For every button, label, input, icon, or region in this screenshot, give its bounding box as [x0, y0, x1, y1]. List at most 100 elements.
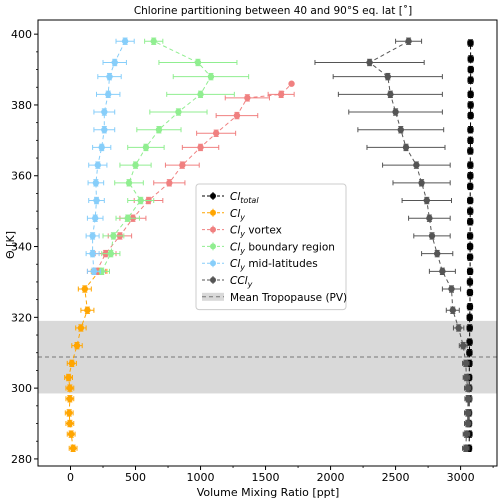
data-point-ccly [428, 232, 436, 240]
legend-label: Cly vortex [230, 225, 282, 239]
tropopause-band [38, 320, 497, 394]
data-point-cl_total [467, 66, 474, 73]
data-point-ccly [439, 268, 446, 275]
data-point-ccly [418, 179, 425, 187]
data-point-cly_midlat [92, 215, 99, 222]
legend-entry-cl_total: Cltotal [202, 191, 259, 205]
data-point-cly_midlat [106, 73, 113, 80]
legend-label: CCly [230, 275, 253, 289]
legend-entry-cly_vortex: Cly vortex [202, 225, 282, 239]
legend-label: Cltotal [230, 191, 259, 205]
data-point-cl_total [466, 289, 474, 296]
legend-label: Cly boundary region [230, 241, 335, 255]
legend-label: Cly [230, 208, 245, 222]
legend-swatch-marker [210, 209, 216, 216]
data-point-cl_total [466, 303, 474, 310]
y-tick-label: 380 [11, 99, 32, 112]
data-point-cly_vortex [288, 80, 295, 87]
data-point-ccly [449, 307, 456, 314]
data-point-cly [69, 445, 77, 452]
data-point-cly_midlat [121, 38, 129, 45]
data-point-cl_total [467, 55, 474, 63]
y-tick-label: 340 [11, 241, 32, 254]
data-point-cl_total [466, 232, 474, 240]
y-axis-label: Θ [K] [4, 231, 17, 259]
data-point-cly_midlat [111, 59, 118, 66]
data-point-cly_midlat [94, 161, 102, 169]
data-point-cly_midlat [101, 108, 108, 116]
data-point-cly [68, 360, 76, 367]
data-point-cly_midlat [105, 91, 112, 98]
data-point-cly [66, 384, 74, 392]
data-point-ccly [455, 324, 462, 332]
data-point-cly_midlat [92, 179, 100, 187]
data-point-cly_boundary [207, 73, 215, 80]
data-point-ccly [448, 285, 455, 293]
data-point-ccly [462, 445, 469, 452]
data-point-ccly [462, 360, 469, 367]
data-point-cl_total [467, 207, 474, 215]
data-point-cly [66, 395, 74, 402]
data-point-cly_boundary [175, 108, 182, 116]
data-point-ccly [463, 374, 470, 381]
series-cly_boundary [93, 37, 250, 276]
data-point-ccly [464, 395, 472, 402]
data-point-ccly [384, 73, 391, 80]
data-point-cly [67, 430, 75, 438]
legend-entry-cly_boundary: Cly boundary region [202, 241, 335, 255]
data-point-cl_total [466, 243, 474, 250]
data-point-cly [66, 420, 74, 427]
data-point-cly_boundary [150, 38, 157, 45]
data-point-ccly [464, 420, 471, 427]
x-tick-label: 2500 [382, 471, 410, 484]
series-ccly [314, 37, 472, 452]
data-point-ccly [463, 430, 470, 438]
data-point-cly_boundary [125, 179, 133, 187]
data-point-cl_total [467, 91, 474, 98]
y-tick-label: 400 [11, 28, 32, 41]
x-axis-label: Volume Mixing Ratio [ppt] [197, 486, 340, 499]
data-point-ccly [405, 38, 412, 45]
data-point-ccly [459, 342, 467, 349]
data-point-ccly [397, 126, 404, 133]
data-point-cly_boundary [107, 250, 115, 257]
chart-title: Chlorine partitioning between 40 and 90°… [134, 5, 412, 17]
y-tick-label: 300 [11, 382, 32, 395]
data-point-cly_boundary [197, 91, 204, 98]
data-point-cly [65, 374, 72, 381]
data-point-cl_total [466, 349, 473, 356]
data-point-ccly [402, 144, 410, 151]
data-point-cly [81, 285, 89, 293]
legend-swatch-marker [210, 260, 216, 267]
legend-label: Cly mid-latitudes [230, 258, 318, 272]
legend-entry-tropopause: Mean Tropopause (PV) [202, 292, 347, 304]
legend-entry-ccly: CCly [202, 275, 253, 289]
legend-box [195, 183, 347, 311]
data-point-cl_total [467, 172, 474, 179]
legend-swatch-marker [210, 243, 216, 250]
data-point-cl_total [467, 147, 474, 155]
data-point-ccly [426, 215, 433, 222]
data-point-cl_total [467, 101, 474, 109]
data-point-cly_midlat [89, 232, 96, 240]
data-point-cly_midlat [93, 197, 100, 204]
x-tick-label: 2000 [317, 471, 345, 484]
data-point-cly [84, 307, 91, 314]
data-point-ccly [464, 409, 471, 417]
legend-swatch-marker [210, 226, 216, 233]
data-point-cly_boundary [132, 161, 139, 169]
legend-label: Mean Tropopause (PV) [230, 292, 347, 304]
data-point-ccly [423, 197, 430, 204]
data-point-cl_total [466, 253, 474, 261]
data-point-cly_midlat [90, 268, 98, 275]
data-point-cl_total [467, 112, 474, 119]
data-point-cly_vortex [277, 91, 285, 98]
data-point-ccly [387, 91, 394, 98]
series-cly_midlat [85, 37, 135, 276]
y-tick-label: 280 [11, 453, 32, 466]
y-tick-label: 360 [11, 170, 32, 183]
legend-entry-cly: Cly [202, 208, 245, 222]
data-point-cl_total [467, 161, 474, 169]
data-point-cly_vortex [212, 130, 220, 137]
